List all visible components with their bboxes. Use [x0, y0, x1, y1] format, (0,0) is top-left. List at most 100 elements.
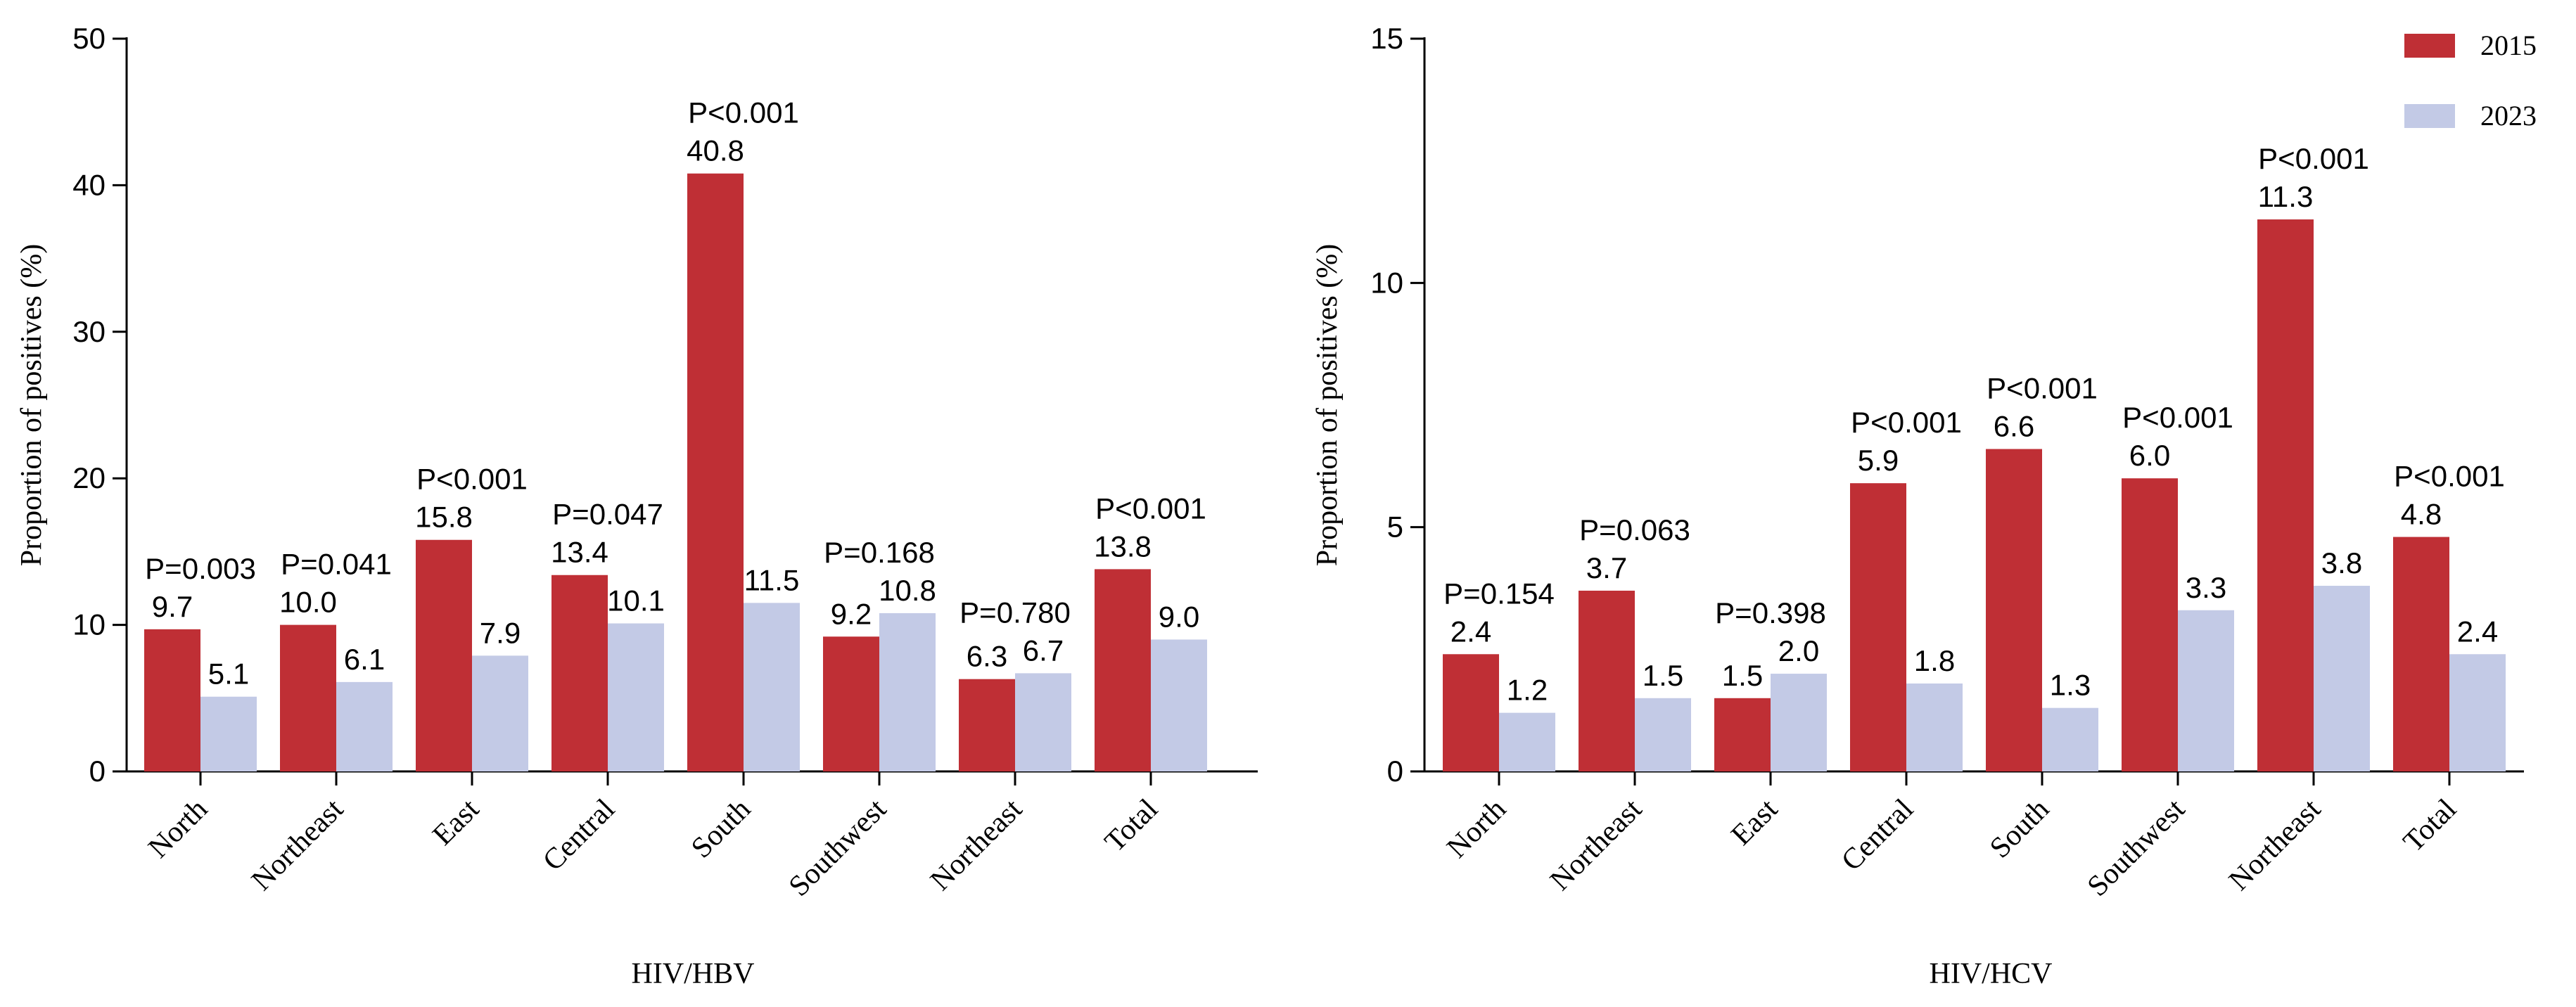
x-tick-label: Central	[1835, 793, 1920, 878]
bar-2023	[2178, 610, 2234, 771]
bar-2023	[879, 612, 936, 771]
data-label-2023: 3.3	[2186, 571, 2226, 604]
p-value-label: P=0.003	[145, 552, 256, 585]
legend: 2015 2023	[2404, 30, 2537, 132]
data-label-2015: 13.4	[551, 536, 608, 569]
y-tick-label: 30	[72, 315, 106, 348]
bar-2023	[1906, 683, 1963, 771]
legend-swatch-2023	[2404, 104, 2455, 128]
legend-swatch-2015	[2404, 34, 2455, 58]
bar-2015	[1850, 483, 1906, 771]
bar-2015	[1443, 654, 1499, 771]
bar-2015	[280, 624, 336, 771]
bar-2023	[1771, 674, 1827, 771]
data-label-2015: 1.5	[1722, 659, 1763, 692]
x-tick-label: South	[1984, 793, 2055, 865]
legend-label-2023: 2023	[2480, 100, 2537, 132]
p-value-label: P<0.001	[2258, 142, 2369, 175]
p-value-label: P<0.001	[1851, 406, 1962, 439]
bar-2015	[1986, 449, 2042, 771]
bar-2023	[1499, 712, 1555, 771]
data-label-2015: 11.3	[2258, 180, 2314, 213]
data-label-2023: 5.1	[208, 658, 249, 691]
data-label-2023: 6.7	[1023, 634, 1064, 667]
x-tick-label: Total	[1099, 793, 1164, 859]
x-tick-label: South	[685, 793, 757, 865]
y-tick-label: 20	[72, 461, 106, 494]
bar-2015	[687, 173, 744, 771]
bar-2023	[472, 655, 528, 771]
x-tick-label: Central	[537, 793, 621, 878]
x-tick-label: North	[1441, 793, 1512, 865]
data-label-2023: 3.8	[2321, 546, 2362, 579]
y-tick-label: 40	[72, 168, 106, 201]
bar-2023	[1635, 698, 1691, 771]
bar-2015	[2257, 219, 2314, 771]
p-value-label: P<0.001	[688, 96, 799, 129]
bar-2023	[2042, 707, 2098, 771]
data-label-2023: 10.8	[879, 574, 936, 607]
x-axis-title: HIV/HBV	[632, 958, 755, 990]
data-label-2023: 6.1	[344, 643, 385, 676]
data-label-2023: 1.2	[1507, 674, 1548, 707]
bar-2015	[1095, 569, 1151, 771]
x-tick-label: East	[1725, 793, 1784, 852]
y-tick-label: 50	[72, 22, 106, 55]
bar-2023	[336, 681, 393, 771]
p-value-label: P=0.154	[1443, 577, 1555, 610]
bar-2023	[1151, 639, 1207, 771]
data-label-2023: 11.5	[744, 563, 800, 596]
data-label-2015: 9.7	[152, 590, 193, 623]
p-value-label: P=0.780	[959, 596, 1071, 629]
chart-hiv-hbv: 0 10 20 30 40 50 Proportion of positives (%) HI…	[15, 22, 1258, 990]
p-value-label: P<0.001	[2394, 460, 2505, 493]
data-label-2023: 1.5	[1643, 659, 1683, 692]
y-tick-label: 0	[1387, 755, 1403, 788]
x-tick-label: North	[142, 793, 214, 865]
data-label-2023: 9.0	[1159, 600, 1199, 633]
y-tick-label: 5	[1387, 511, 1403, 544]
y-axis-title: Proportion of positives (%)	[15, 244, 48, 566]
data-label-2023: 1.8	[1914, 644, 1955, 677]
bar-2015	[1714, 698, 1771, 771]
x-tick-label: Southwest	[2081, 793, 2192, 903]
x-tick-label: Southwest	[783, 793, 893, 903]
y-tick-label: 10	[1370, 266, 1403, 299]
x-tick-label: Total	[2397, 793, 2463, 859]
bar-2015	[823, 636, 879, 771]
bar-2015	[2393, 537, 2449, 771]
bar-2023	[2314, 586, 2370, 771]
data-label-2015: 3.7	[1586, 551, 1627, 584]
p-value-label: P=0.063	[1579, 513, 1690, 546]
y-tick-label: 10	[72, 608, 106, 641]
x-tick-label: Northeast	[924, 793, 1028, 897]
data-label-2023: 7.9	[480, 616, 521, 649]
y-axis-title: Proportion of positives (%)	[1311, 244, 1344, 566]
p-value-label: P=0.398	[1715, 596, 1826, 629]
data-label-2015: 4.8	[2401, 498, 2442, 531]
bar-2023	[608, 623, 664, 771]
p-value-label: P=0.047	[552, 498, 663, 531]
p-value-label: P<0.001	[416, 463, 528, 496]
p-value-label: P<0.001	[1987, 372, 2098, 405]
data-label-2015: 6.0	[2129, 439, 2170, 472]
y-tick-label: 15	[1370, 22, 1403, 55]
p-value-label: P<0.001	[1095, 492, 1206, 525]
bar-2023	[744, 603, 800, 771]
data-label-2015: 2.4	[1450, 615, 1491, 648]
x-tick-label: Northeast	[246, 793, 350, 897]
data-label-2015: 6.6	[1994, 410, 2034, 443]
chart-hiv-hcv: 0 5 10 15 Proportion of positives (%) HIV/HCV…	[1311, 22, 2524, 990]
bar-2023	[1015, 673, 1071, 771]
x-tick-label: East	[426, 793, 485, 852]
bar-2023	[2449, 654, 2506, 771]
data-label-2015: 13.8	[1094, 530, 1152, 563]
data-label-2015: 40.8	[687, 134, 744, 167]
bar-2015	[416, 539, 472, 771]
y-tick-label: 0	[89, 755, 106, 788]
bar-2015	[551, 575, 608, 771]
data-label-2023: 2.4	[2457, 615, 2498, 648]
p-value-label: P=0.168	[824, 536, 935, 569]
data-label-2023: 1.3	[2050, 669, 2091, 702]
